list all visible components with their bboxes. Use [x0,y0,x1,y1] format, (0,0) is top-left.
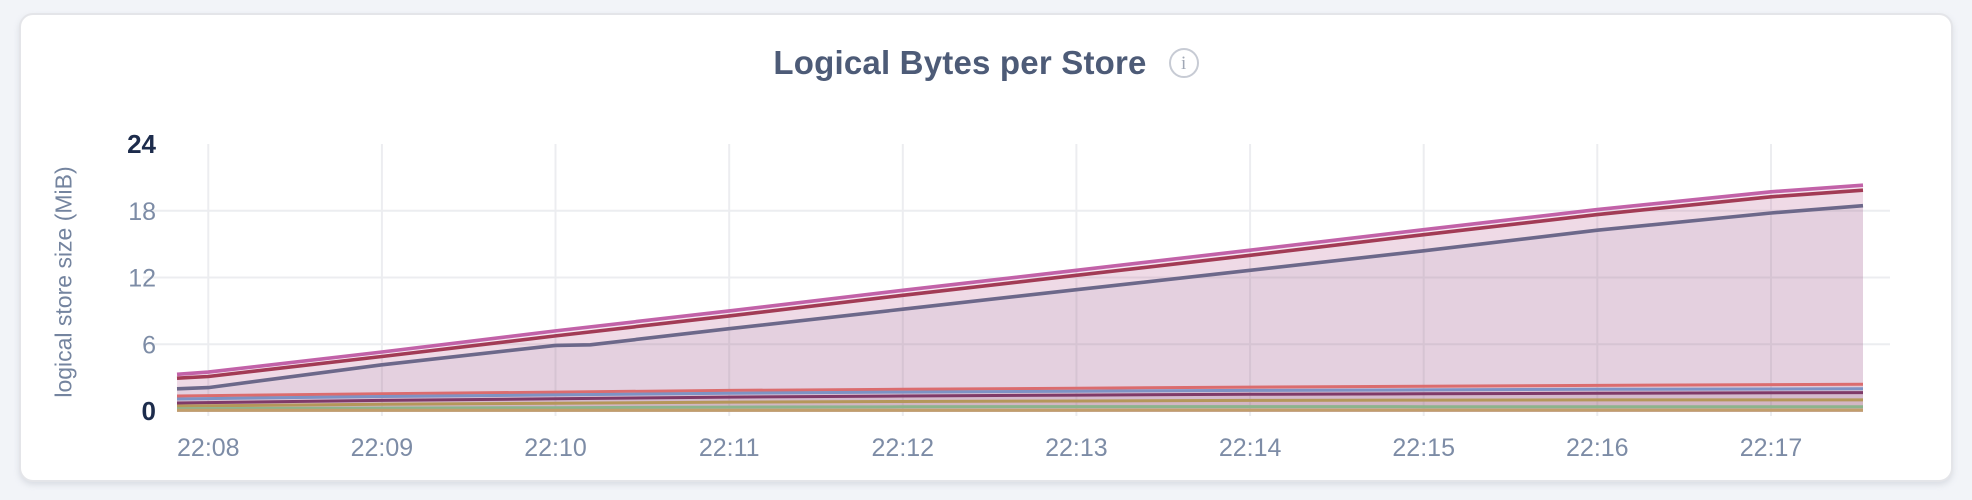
series-line-series-7-tan [176,398,1863,408]
series-line-series-3-slate [176,203,1864,391]
chart-header: Logical Bytes per Store i [0,43,1972,83]
y-tick-label: 18 [128,198,156,226]
chart-title: Logical Bytes per Store [773,44,1147,81]
series-line-series-8-green [176,405,1863,411]
series-line-series-4-salmon [176,382,1864,398]
y-tick-label: 12 [128,265,156,293]
x-tick-label: 22:08 [177,434,240,462]
y-tick-label: 6 [142,331,156,359]
x-tick-label: 22:15 [1392,434,1455,462]
series-line-series-1-pink [176,183,1864,377]
x-tick-label: 22:12 [872,434,935,462]
x-tick-label: 22:13 [1045,434,1108,462]
x-tick-label: 22:09 [351,434,414,462]
x-tick-label: 22:11 [699,434,760,462]
info-icon[interactable]: i [1168,48,1199,78]
x-tick-label: 22:10 [524,434,587,462]
series-line-series-5-blue [176,387,1864,401]
x-tick-label: 22:14 [1219,434,1282,462]
series-line-series-6-maroon [176,391,1864,405]
y-tick-label: 0 [142,396,156,426]
series-area-series-3-slate [177,205,1863,412]
series-area-series-1-pink [177,185,1863,412]
x-tick-label: 22:16 [1566,434,1629,462]
x-tick-label: 22:17 [1740,434,1803,462]
y-tick-label: 24 [127,129,156,159]
series-line-series-2-crimson [176,188,1864,380]
series-area-series-2-crimson [177,190,1863,412]
